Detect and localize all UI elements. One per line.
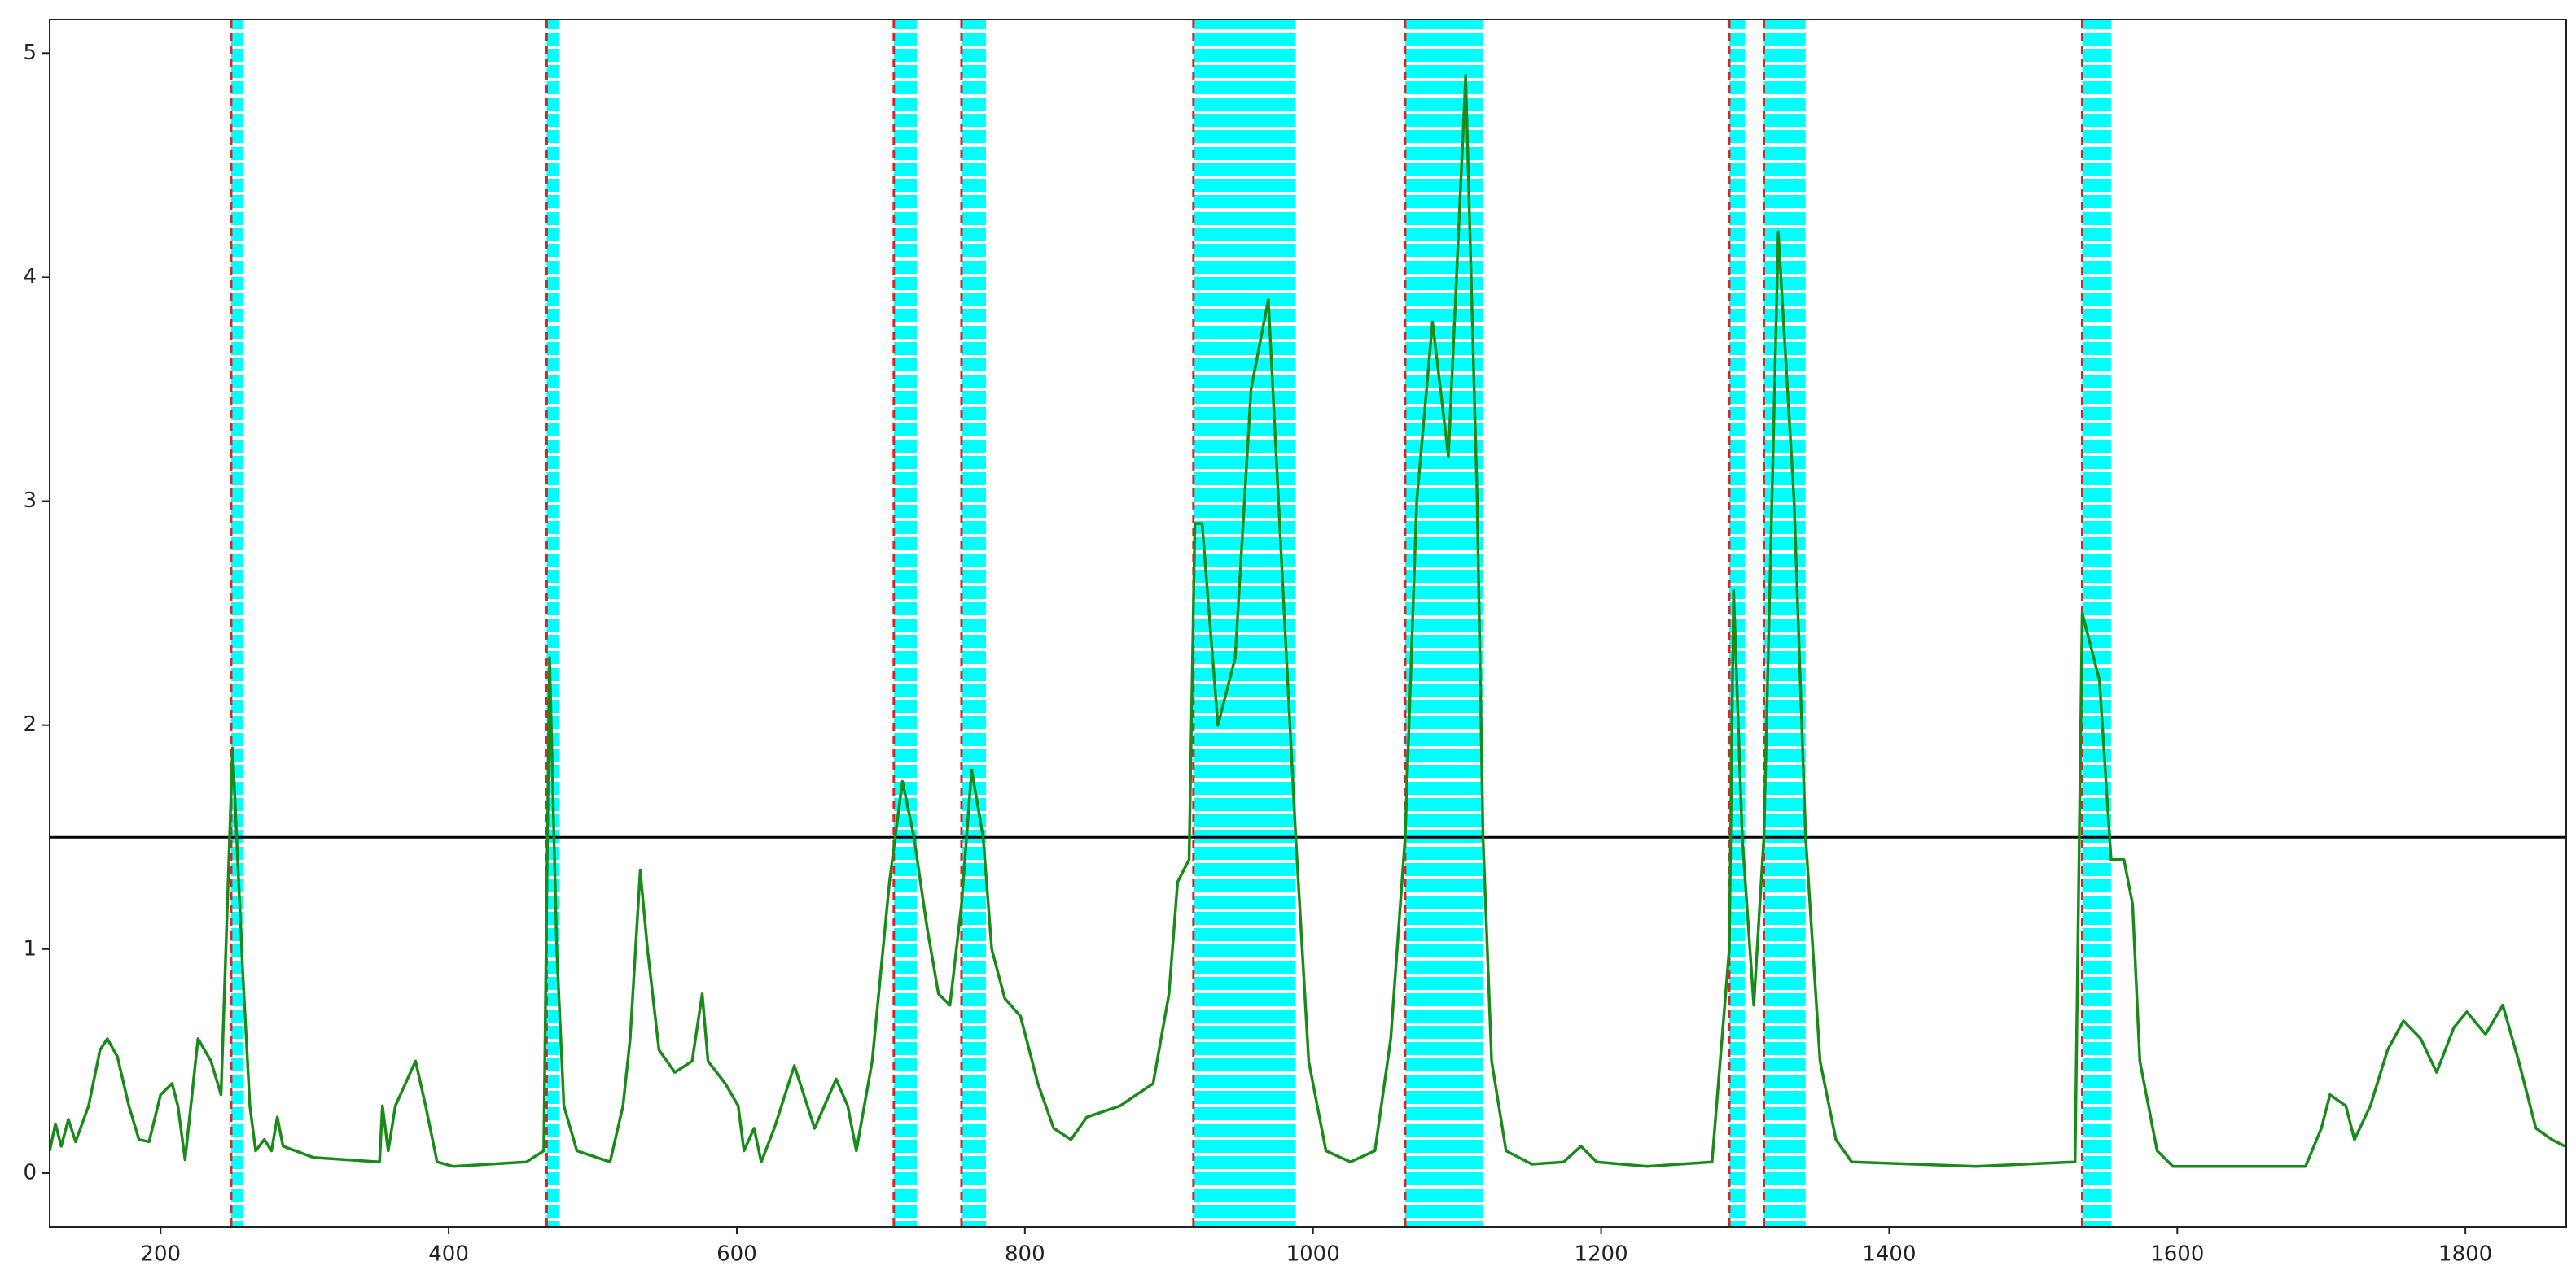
y-tick-label: 4 <box>23 265 37 289</box>
highlight-span <box>546 20 560 1227</box>
x-tick-label: 800 <box>1005 1242 1045 1267</box>
x-tick-label: 600 <box>716 1242 757 1267</box>
y-tick-label: 1 <box>23 936 37 961</box>
x-tick-label: 1200 <box>1574 1242 1628 1267</box>
highlight-span <box>1404 20 1483 1227</box>
y-tick-label: 3 <box>23 488 37 513</box>
y-tick-label: 2 <box>23 712 37 737</box>
highlight-span <box>893 20 918 1227</box>
x-tick-label: 400 <box>428 1242 469 1267</box>
x-tick-label: 1600 <box>2150 1242 2204 1267</box>
plot-area <box>50 20 2566 1227</box>
plot-frame <box>49 19 2567 1228</box>
x-tick-label: 1400 <box>1862 1242 1916 1267</box>
highlight-span <box>961 20 987 1227</box>
x-tick-label: 200 <box>140 1242 181 1267</box>
highlight-span <box>230 20 243 1227</box>
highlight-span <box>1729 20 1746 1227</box>
x-tick-label: 1800 <box>2438 1242 2492 1267</box>
y-tick-label: 5 <box>23 41 37 65</box>
x-tick-label: 1000 <box>1286 1242 1340 1267</box>
highlight-span <box>2082 20 2111 1227</box>
y-tick-label: 0 <box>23 1160 37 1185</box>
data-line <box>50 74 2566 1168</box>
